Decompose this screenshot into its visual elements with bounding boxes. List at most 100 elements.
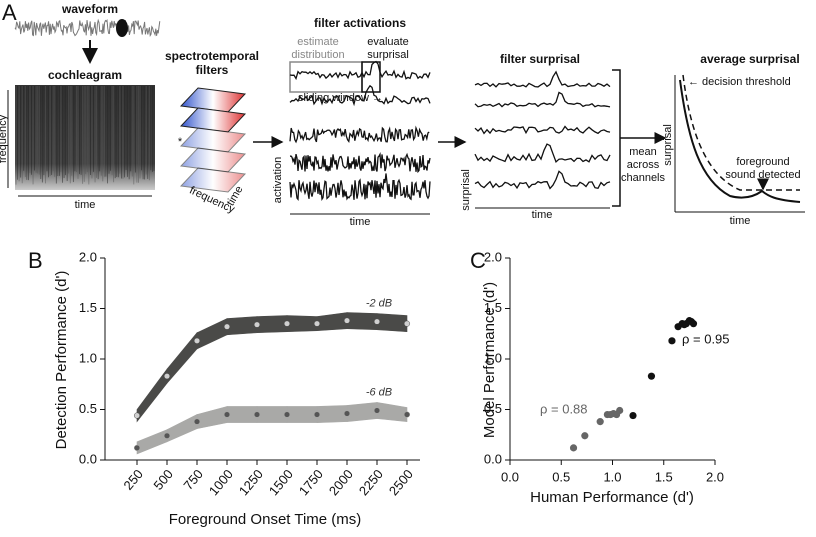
label: across xyxy=(627,159,660,171)
filter xyxy=(179,167,247,193)
point xyxy=(193,337,201,344)
activation-trace xyxy=(289,125,430,144)
y-tick-label: 0.0 xyxy=(484,451,502,466)
error-band xyxy=(256,406,288,423)
x-tick-label: 1.5 xyxy=(655,469,673,484)
point xyxy=(569,444,578,452)
waveform-burst xyxy=(116,19,128,37)
y-tick-label: 1.5 xyxy=(484,300,502,315)
point xyxy=(373,318,381,325)
label: ← decision threshold xyxy=(688,76,791,88)
label: cochleagram xyxy=(48,68,122,82)
label: waveform xyxy=(61,2,118,16)
error-band xyxy=(286,315,318,333)
error-band xyxy=(376,402,408,422)
point xyxy=(629,411,637,420)
error-band xyxy=(316,405,348,423)
operator: * xyxy=(178,136,183,148)
panel-label: A xyxy=(2,0,17,25)
average-trace xyxy=(679,79,801,203)
point xyxy=(163,373,171,380)
point xyxy=(253,321,261,328)
label: channels xyxy=(621,172,666,184)
label: average surprisal xyxy=(700,52,799,66)
x-tick-label: 1250 xyxy=(236,466,266,498)
error-band xyxy=(196,318,228,350)
waveform xyxy=(14,18,161,38)
y-tick-label: 0.5 xyxy=(484,401,502,416)
error-band xyxy=(346,402,378,422)
filter xyxy=(179,107,247,133)
point xyxy=(616,406,624,415)
x-tick-label: 1500 xyxy=(266,466,296,498)
error-band xyxy=(226,316,258,336)
label: surprisal xyxy=(460,169,472,211)
filter xyxy=(179,147,247,173)
point xyxy=(343,410,351,417)
point xyxy=(283,320,291,327)
point xyxy=(581,432,589,440)
label: estimate xyxy=(297,36,339,48)
point xyxy=(313,411,321,418)
activation-trace xyxy=(289,173,431,201)
x-axis-label: Human Performance (d') xyxy=(530,489,694,506)
label: mean xyxy=(629,146,657,158)
y-axis-label: Detection Performance (d') xyxy=(53,271,70,450)
label: filter activations xyxy=(314,16,406,30)
point xyxy=(163,432,171,439)
error-band xyxy=(166,331,198,385)
surprisal-trace xyxy=(474,70,611,88)
surprisal-trace xyxy=(474,170,611,190)
x-tick-label: 250 xyxy=(120,466,145,492)
activation-trace xyxy=(289,60,431,81)
surprisal-trace xyxy=(474,125,611,135)
panel-label: B xyxy=(28,248,43,273)
label: evaluate xyxy=(367,36,409,48)
y-tick-label: 1.0 xyxy=(484,350,502,365)
label: time xyxy=(350,216,371,228)
error-band xyxy=(256,315,288,334)
point xyxy=(373,407,381,414)
label: activation xyxy=(272,157,284,203)
point xyxy=(193,418,201,425)
point xyxy=(403,320,411,327)
y-tick-label: 2.0 xyxy=(79,249,97,264)
x-tick-label: 2.0 xyxy=(706,469,724,484)
label: spectrotemporal xyxy=(165,49,259,63)
y-tick-label: 1.5 xyxy=(79,300,97,315)
error-band xyxy=(346,312,378,331)
label: sound detected xyxy=(725,169,800,181)
label: filters xyxy=(196,63,229,77)
window xyxy=(361,61,381,93)
point xyxy=(403,411,411,418)
x-tick-label: 1000 xyxy=(206,466,236,498)
error-band xyxy=(136,368,168,423)
point xyxy=(253,411,261,418)
threshold xyxy=(682,74,800,191)
point xyxy=(223,411,231,418)
x-axis-label: Foreground Onset Time (ms) xyxy=(169,511,362,528)
filter xyxy=(179,127,247,153)
surprisal-trace xyxy=(474,91,611,108)
label: surprisal xyxy=(662,124,674,166)
label: surprisal xyxy=(367,49,409,61)
annotation: ρ = 0.88 xyxy=(540,401,588,416)
point xyxy=(343,317,351,324)
activation-trace xyxy=(289,151,431,174)
y-axis-label: Model Performance (d') xyxy=(481,282,498,438)
x-tick-label: 2000 xyxy=(326,466,356,498)
point xyxy=(313,320,321,327)
point xyxy=(283,411,291,418)
point xyxy=(133,444,141,451)
point xyxy=(223,323,231,330)
x-tick-label: 1.0 xyxy=(603,469,621,484)
y-tick-label: 0.5 xyxy=(79,401,97,416)
panel-a: A waveform cochleagram frequency time sp… xyxy=(0,0,805,228)
filters xyxy=(179,87,247,193)
x-tick-label: 1750 xyxy=(296,466,326,498)
error-band xyxy=(136,429,168,455)
y-tick-label: 1.0 xyxy=(79,350,97,365)
series-label: -6 dB xyxy=(366,386,392,398)
point xyxy=(596,418,604,426)
